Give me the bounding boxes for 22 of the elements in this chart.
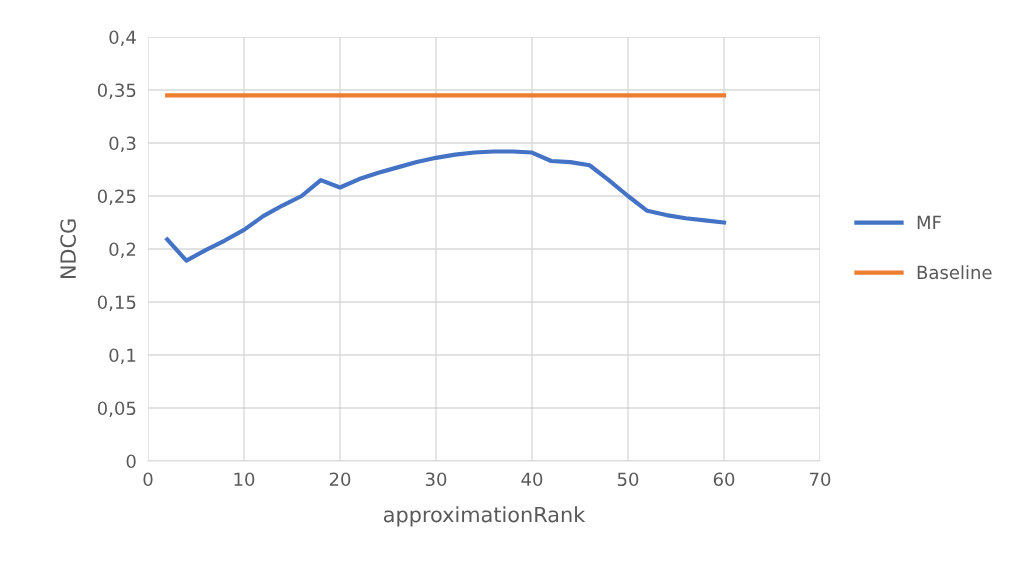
legend-label: Baseline [917,265,992,280]
x-tick-label: 40 [521,472,543,487]
x-tick-label: 0 [143,472,153,487]
y-tick-label: 0,1 [109,348,136,364]
y-tick-label: 0,2 [109,242,136,258]
x-tick-label: 30 [425,472,447,487]
y-tick-label: 0,35 [97,83,136,99]
x-tick-label: 50 [617,472,639,487]
y-tick-label: 0,25 [97,189,136,205]
x-tick-label: 10 [234,472,255,487]
y-axis-title: NDCG [60,219,76,279]
x-tick-label: 70 [809,472,831,487]
y-tick-label: 0 [126,454,136,469]
y-tick-label: 0,3 [109,136,136,152]
x-axis-title: approximationRank [383,506,586,527]
x-tick-label: 60 [713,472,735,487]
y-tick-label: 0,05 [97,401,136,417]
line-series [165,149,727,263]
legend-label: MF [917,215,941,229]
y-tick-label: 0,4 [109,30,136,46]
x-tick-label: 20 [329,472,351,487]
y-tick-label: 0,15 [97,295,136,311]
